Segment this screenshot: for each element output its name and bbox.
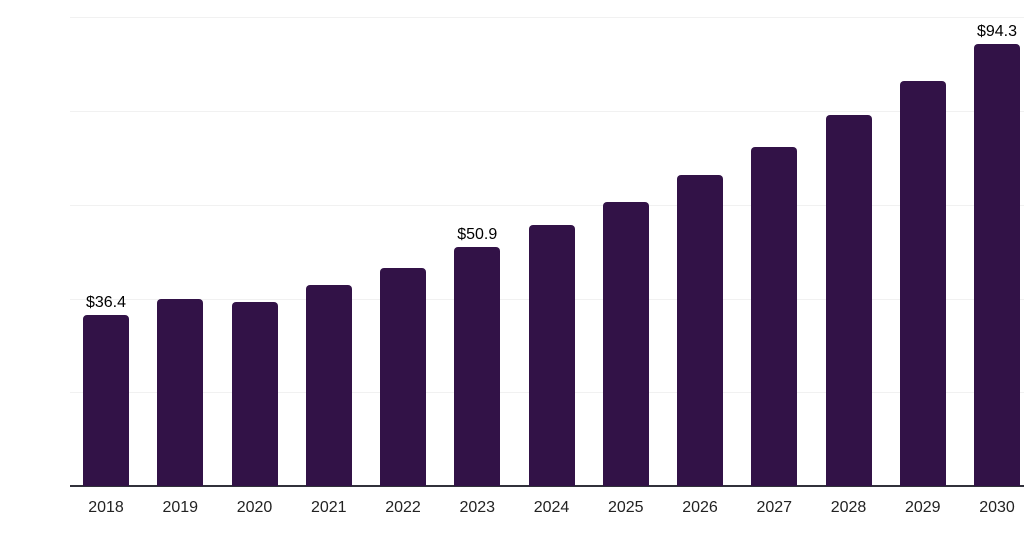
bar-2022 bbox=[380, 267, 426, 486]
bar-2030 bbox=[974, 44, 1020, 486]
x-tick-label-2028: 2028 bbox=[830, 499, 867, 516]
gridline-80 bbox=[70, 111, 1024, 113]
x-tick-label-2027: 2027 bbox=[756, 499, 793, 516]
data-label-2018: $36.4 bbox=[85, 294, 127, 312]
bar-2021 bbox=[305, 285, 352, 486]
x-tick-label-2018: 2018 bbox=[88, 499, 124, 516]
bar-2027 bbox=[751, 147, 798, 486]
data-label-2030: $94.3 bbox=[976, 23, 1018, 41]
bar-2025 bbox=[602, 201, 649, 486]
x-tick-label-2029: 2029 bbox=[904, 499, 941, 516]
x-tick-label-2021: 2021 bbox=[310, 499, 347, 516]
x-tick-label-2022: 2022 bbox=[385, 499, 421, 516]
gridline-100 bbox=[70, 17, 1024, 19]
x-tick-label-2025: 2025 bbox=[607, 499, 644, 516]
bar-2024 bbox=[528, 225, 575, 486]
data-label-2023: $50.9 bbox=[457, 226, 498, 244]
bar-2026 bbox=[677, 174, 723, 486]
x-tick-label-2024: 2024 bbox=[533, 499, 570, 516]
x-tick-label-2023: 2023 bbox=[459, 499, 496, 516]
x-axis-line bbox=[70, 485, 1024, 487]
bar-2028 bbox=[825, 114, 872, 486]
bar-2019 bbox=[157, 299, 204, 486]
bar-2020 bbox=[231, 302, 278, 486]
x-tick-label-2026: 2026 bbox=[682, 499, 718, 516]
bar-2018 bbox=[83, 315, 129, 486]
bar-chart: 2018 $36.4 2019 2020 2021 2022 2023 $50.9 2024 20… bbox=[40, 16, 1024, 528]
gridline-60 bbox=[70, 204, 1024, 206]
x-tick-label-2020: 2020 bbox=[236, 499, 273, 516]
x-tick-label-2030: 2030 bbox=[979, 499, 1015, 516]
bar-2029 bbox=[899, 80, 946, 486]
bar-2023 bbox=[454, 247, 501, 486]
x-tick-label-2019: 2019 bbox=[162, 499, 199, 516]
